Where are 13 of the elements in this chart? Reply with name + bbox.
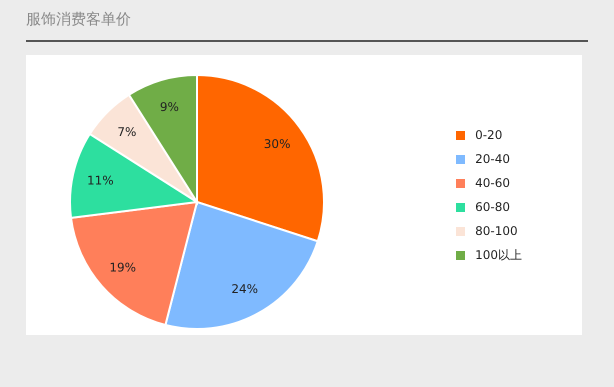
legend-label: 100以上	[475, 247, 522, 264]
data-label: 11%	[86, 173, 114, 188]
legend-label: 20-40	[475, 151, 510, 168]
data-label: 7%	[117, 124, 136, 139]
legend-label: 60-80	[475, 199, 510, 216]
data-label: 19%	[109, 260, 136, 275]
data-label: 9%	[160, 100, 179, 114]
data-label: 24%	[231, 282, 258, 296]
legend-label: 0-20	[475, 127, 502, 144]
legend-label: 40-60	[475, 175, 510, 192]
data-label: 30%	[264, 136, 290, 151]
legend-label: 80-100	[475, 223, 518, 240]
chart-title: 服饰消费客单价	[26, 10, 131, 29]
